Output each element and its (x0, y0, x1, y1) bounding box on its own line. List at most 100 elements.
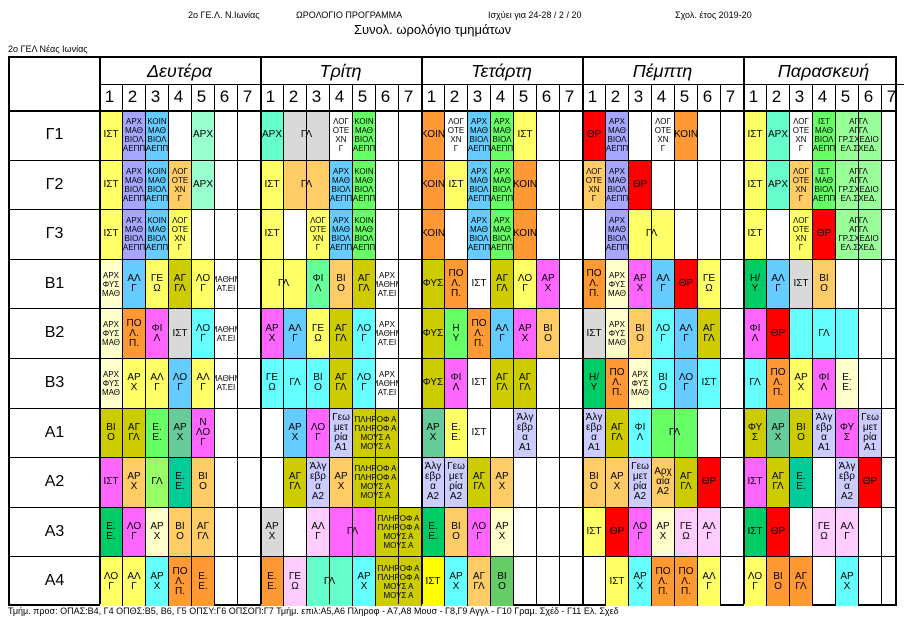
lesson-cell[interactable]: ΑΛ Γ (836, 507, 858, 557)
lesson-cell[interactable]: ΘΡ (767, 309, 789, 358)
lesson-cell[interactable]: ΠΟ Λ. Π. (583, 259, 605, 309)
lesson-cell[interactable]: ΑΡΧ ΜΑΘΗΜ ΑΤ.ΕΙ (376, 259, 398, 309)
lesson-cell[interactable]: ΑΛ Γ (123, 557, 145, 606)
lesson-cell[interactable]: ΑΡΧ ΦΥΣ ΜΑΘ (100, 259, 122, 309)
lesson-cell[interactable]: ΑΡΧ ΜΑΘΗΜ ΑΤ.ΕΙ (376, 359, 398, 408)
lesson-cell[interactable]: ΠΟ Λ. Π. (445, 259, 467, 309)
lesson-cell[interactable]: ΑΡ Χ (146, 557, 168, 606)
lesson-cell[interactable]: ΚΟΙΝ ΜΑΘ ΒΙΟΛ ΑΕΠΠ (146, 160, 168, 210)
lesson-cell[interactable]: Γεω μετ ρία Α1 (330, 408, 352, 458)
lesson-cell[interactable]: ΑΡ Χ (514, 309, 536, 358)
lesson-cell[interactable]: ΑΓ ΓΛ (698, 309, 720, 358)
lesson-cell[interactable]: ΓΕ Ω (307, 309, 329, 358)
lesson-cell[interactable]: ΛΟ Γ (468, 507, 490, 557)
lesson-cell[interactable]: ΑΡΧ (261, 111, 283, 160)
lesson-cell[interactable]: Άλγ εβρ α Α2 (307, 458, 329, 507)
lesson-cell[interactable]: ΑΡ Χ (629, 557, 651, 606)
lesson-cell[interactable]: ΓΕ Ω (261, 359, 283, 408)
lesson-cell[interactable]: ΑΡΧ ΦΥΣ ΜΑΘ (100, 309, 122, 358)
lesson-cell[interactable]: ΙΣΤ (468, 408, 490, 458)
lesson-cell[interactable]: ΑΛ Γ (767, 259, 789, 309)
lesson-cell[interactable]: ΙΣΤ (744, 160, 766, 210)
lesson-cell[interactable]: ΚΟΙΝ (675, 111, 697, 160)
lesson-cell[interactable]: ΑΡΧ ΜΑΘ ΒΙΟΛ ΑΕΠΠ (606, 160, 628, 210)
lesson-cell[interactable]: ΑΡ Χ (491, 507, 513, 557)
lesson-cell[interactable]: ΜΑΘΗΜ ΑΤ.ΕΙ (215, 359, 237, 408)
lesson-cell[interactable]: ΑΓ ΓΛ (514, 359, 536, 408)
lesson-cell[interactable]: ΑΓ ΓΛ (491, 259, 513, 309)
lesson-cell[interactable]: ΑΛ Γ (698, 507, 720, 557)
lesson-cell[interactable]: ΑΓ ΓΛ (330, 359, 352, 408)
lesson-cell[interactable]: ΑΡ Χ (284, 408, 306, 458)
lesson-cell[interactable]: ΑΡ Χ (836, 557, 858, 606)
lesson-cell[interactable]: ΑΡΧ (192, 111, 214, 160)
lesson-cell[interactable]: ΓΕ Ω (813, 507, 835, 557)
lesson-cell[interactable]: ΦΙ Λ (146, 309, 168, 358)
lesson-cell[interactable]: ΑΡΧ ΜΑΘ ΒΙΟΛ ΑΕΠΠ (330, 160, 352, 210)
lesson-cell[interactable]: ΑΡ Χ (422, 408, 444, 458)
lesson-cell[interactable]: ΑΛ Γ (652, 259, 674, 309)
lesson-cell[interactable]: ΑΛ Γ (491, 309, 513, 358)
lesson-cell[interactable]: ΑΡ Χ (445, 557, 467, 606)
lesson-cell[interactable]: ΙΣΤ (169, 309, 191, 358)
lesson-cell[interactable]: Ε. Ε. (192, 557, 214, 606)
lesson-cell[interactable]: ΘΡ (767, 507, 789, 557)
lesson-cell[interactable]: ΑΡΧ ΦΥΣ ΜΑΘ (606, 259, 628, 309)
lesson-cell[interactable]: ΙΣΤ (744, 507, 766, 557)
lesson-cell[interactable]: ΒΙ Ο (583, 458, 605, 507)
lesson-cell[interactable]: ΑΡΧ ΜΑΘ ΒΙΟΛ ΑΕΠΠ (123, 210, 145, 259)
lesson-cell[interactable]: ΑΓ ΓΛ (491, 359, 513, 408)
lesson-cell[interactable]: Ν ΛΟ Γ (192, 408, 214, 458)
lesson-cell[interactable]: ΛΟΓ ΟΤΕ ΧΝ Γ (330, 111, 352, 160)
lesson-cell[interactable]: ΙΣΤ (698, 359, 720, 408)
lesson-cell[interactable]: ΦΙ Λ (445, 359, 467, 408)
lesson-cell[interactable]: ΙΣΤ (790, 259, 812, 309)
lesson-cell[interactable]: ΚΟΙΝ ΜΑΘ ΒΙΟΛ ΑΕΠΠ (353, 160, 375, 210)
lesson-cell[interactable]: ΚΟΙΝ (514, 160, 536, 210)
lesson-cell[interactable]: ΒΙ Ο (330, 259, 352, 309)
lesson-cell[interactable]: ΦΥΣ (422, 359, 444, 408)
lesson-cell[interactable]: Ε. Ε. (790, 458, 812, 507)
lesson-cell[interactable]: ΘΡ (606, 507, 628, 557)
lesson-cell[interactable]: ΘΡ (583, 111, 605, 160)
lesson-cell[interactable]: ΛΟ Γ (353, 359, 375, 408)
lesson-cell[interactable]: ΑΡΧ ΜΑΘ ΒΙΟΛ ΑΕΠΠ (123, 160, 145, 210)
lesson-cell[interactable]: ΒΙ Ο (169, 507, 191, 557)
lesson-cell[interactable]: Γεω μετ ρία Α1 (859, 408, 881, 458)
lesson-cell[interactable]: Γεω μετ ρία Α2 (629, 458, 651, 507)
lesson-cell[interactable]: ΛΟΓ ΟΤΕ ΧΝ Γ (307, 210, 329, 259)
lesson-cell[interactable]: ΘΡ (629, 160, 651, 210)
lesson-cell[interactable]: ΑΡΧ (767, 160, 789, 210)
lesson-cell[interactable]: ΑΛ Γ (284, 309, 306, 358)
lesson-cell[interactable]: ΓΛ (744, 359, 766, 408)
lesson-cell[interactable]: ΛΟ Γ (514, 259, 536, 309)
lesson-cell[interactable]: ΛΟ Γ (353, 309, 375, 358)
lesson-cell[interactable]: ΑΡ Χ (261, 507, 283, 557)
lesson-cell[interactable]: ΙΣΤ (744, 210, 766, 259)
lesson-cell[interactable]: ΛΟΓ ΟΤΕ ΧΝ Γ (169, 210, 191, 259)
lesson-cell[interactable]: ΙΣΤ (744, 111, 766, 160)
lesson-cell[interactable]: ΑΛ Γ (146, 359, 168, 408)
lesson-cell[interactable]: ΙΣΤ (606, 557, 628, 606)
lesson-cell[interactable]: ΛΟ Γ (675, 359, 697, 408)
lesson-cell[interactable]: ΦΙ Λ (629, 408, 651, 458)
lesson-cell[interactable]: ΑΛ Γ (698, 557, 720, 606)
lesson-cell[interactable]: ΠΟ Λ. Π. (675, 557, 697, 606)
lesson-cell[interactable]: ΑΡ Χ (652, 507, 674, 557)
lesson-cell[interactable]: ΠΟ Λ. Π. (169, 557, 191, 606)
lesson-cell[interactable]: ΑΡΧ ΦΥΣ ΜΑΘ (100, 359, 122, 408)
lesson-cell[interactable]: ΑΛ Γ (307, 507, 329, 557)
lesson-cell[interactable]: ΙΣΤ (468, 359, 490, 408)
lesson-cell[interactable]: ΙΣΤ (261, 160, 283, 210)
lesson-cell[interactable]: ΒΙ Ο (767, 557, 789, 606)
lesson-cell[interactable]: ΑΓ ΓΛ (767, 458, 789, 507)
lesson-cell[interactable]: ΑΓ ΓΛ (169, 259, 191, 309)
lesson-cell[interactable]: Γεω μετ ρία Α2 (445, 458, 467, 507)
lesson-cell[interactable]: ΑΡΧ (192, 160, 214, 210)
lesson-cell[interactable]: ΑΡΧ ΜΑΘ ΒΙΟΛ ΑΕΠΠ (468, 111, 490, 160)
lesson-cell[interactable]: ΑΡΧ ΜΑΘ ΒΙΟΛ ΑΕΠΠ (123, 111, 145, 160)
lesson-cell[interactable]: ΑΡΧ ΜΑΘ ΒΙΟΛ ΑΕΠΠ (468, 210, 490, 259)
lesson-cell[interactable]: ΛΟΓ ΟΤΕ ΧΝ Γ (790, 160, 812, 210)
lesson-cell[interactable]: ΑΡ Χ (790, 359, 812, 408)
lesson-cell[interactable]: ΑΡ Χ (261, 309, 283, 358)
